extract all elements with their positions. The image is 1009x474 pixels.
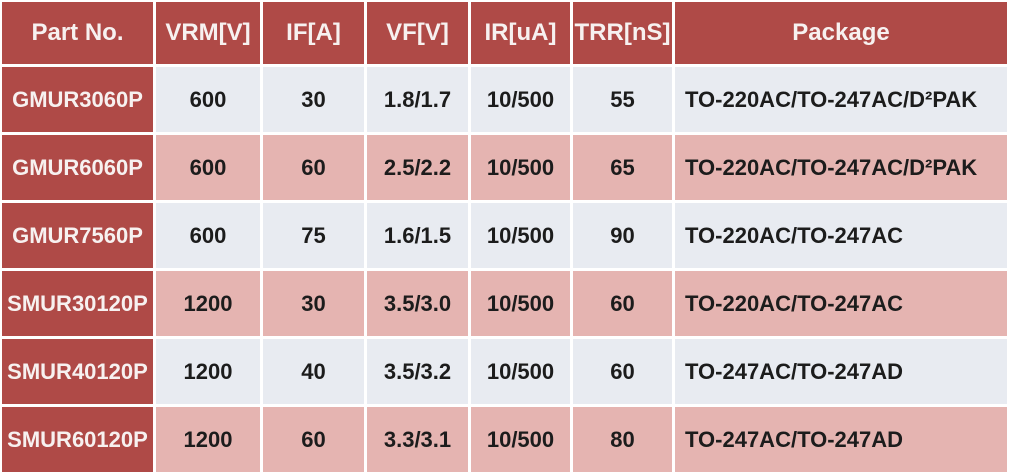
spec-cell-vrm: 600 [156,135,260,200]
spec-cell-trr: 55 [573,67,672,132]
column-header-ir: IR[uA] [471,2,570,64]
part-no-cell: SMUR30120P [2,271,153,336]
spec-cell-trr: 80 [573,407,672,472]
spec-cell-vrm: 1200 [156,407,260,472]
spec-cell-trr: 60 [573,339,672,404]
part-no-cell: SMUR60120P [2,407,153,472]
spec-cell-vf: 1.8/1.7 [367,67,468,132]
spec-cell-vf: 3.5/3.0 [367,271,468,336]
part-no-cell: GMUR3060P [2,67,153,132]
spec-cell-vf: 3.5/3.2 [367,339,468,404]
column-header-if: IF[A] [263,2,364,64]
package-cell: TO-247AC/TO-247AD [675,407,1007,472]
spec-cell-ir: 10/500 [471,407,570,472]
column-header-trr: TRR[nS] [573,2,672,64]
column-header-vf: VF[V] [367,2,468,64]
package-cell: TO-247AC/TO-247AD [675,339,1007,404]
package-cell: TO-220AC/TO-247AC [675,271,1007,336]
package-cell: TO-220AC/TO-247AC/D²PAK [675,135,1007,200]
spec-cell-ir: 10/500 [471,67,570,132]
spec-cell-vrm: 1200 [156,339,260,404]
spec-cell-vf: 1.6/1.5 [367,203,468,268]
spec-cell-if: 40 [263,339,364,404]
column-header-part_no: Part No. [2,2,153,64]
part-no-cell: GMUR7560P [2,203,153,268]
package-cell: TO-220AC/TO-247AC/D²PAK [675,67,1007,132]
spec-cell-if: 60 [263,407,364,472]
column-header-vrm: VRM[V] [156,2,260,64]
column-header-package: Package [675,2,1007,64]
spec-cell-if: 60 [263,135,364,200]
spec-cell-trr: 60 [573,271,672,336]
spec-cell-vrm: 600 [156,67,260,132]
spec-cell-trr: 65 [573,135,672,200]
spec-cell-ir: 10/500 [471,339,570,404]
spec-cell-vrm: 1200 [156,271,260,336]
spec-cell-if: 30 [263,271,364,336]
part-no-cell: GMUR6060P [2,135,153,200]
spec-cell-ir: 10/500 [471,203,570,268]
spec-cell-if: 30 [263,67,364,132]
spec-cell-vf: 3.3/3.1 [367,407,468,472]
spec-cell-ir: 10/500 [471,135,570,200]
spec-cell-trr: 90 [573,203,672,268]
spec-cell-vf: 2.5/2.2 [367,135,468,200]
spec-cell-if: 75 [263,203,364,268]
spec-cell-vrm: 600 [156,203,260,268]
part-no-cell: SMUR40120P [2,339,153,404]
spec-cell-ir: 10/500 [471,271,570,336]
package-cell: TO-220AC/TO-247AC [675,203,1007,268]
